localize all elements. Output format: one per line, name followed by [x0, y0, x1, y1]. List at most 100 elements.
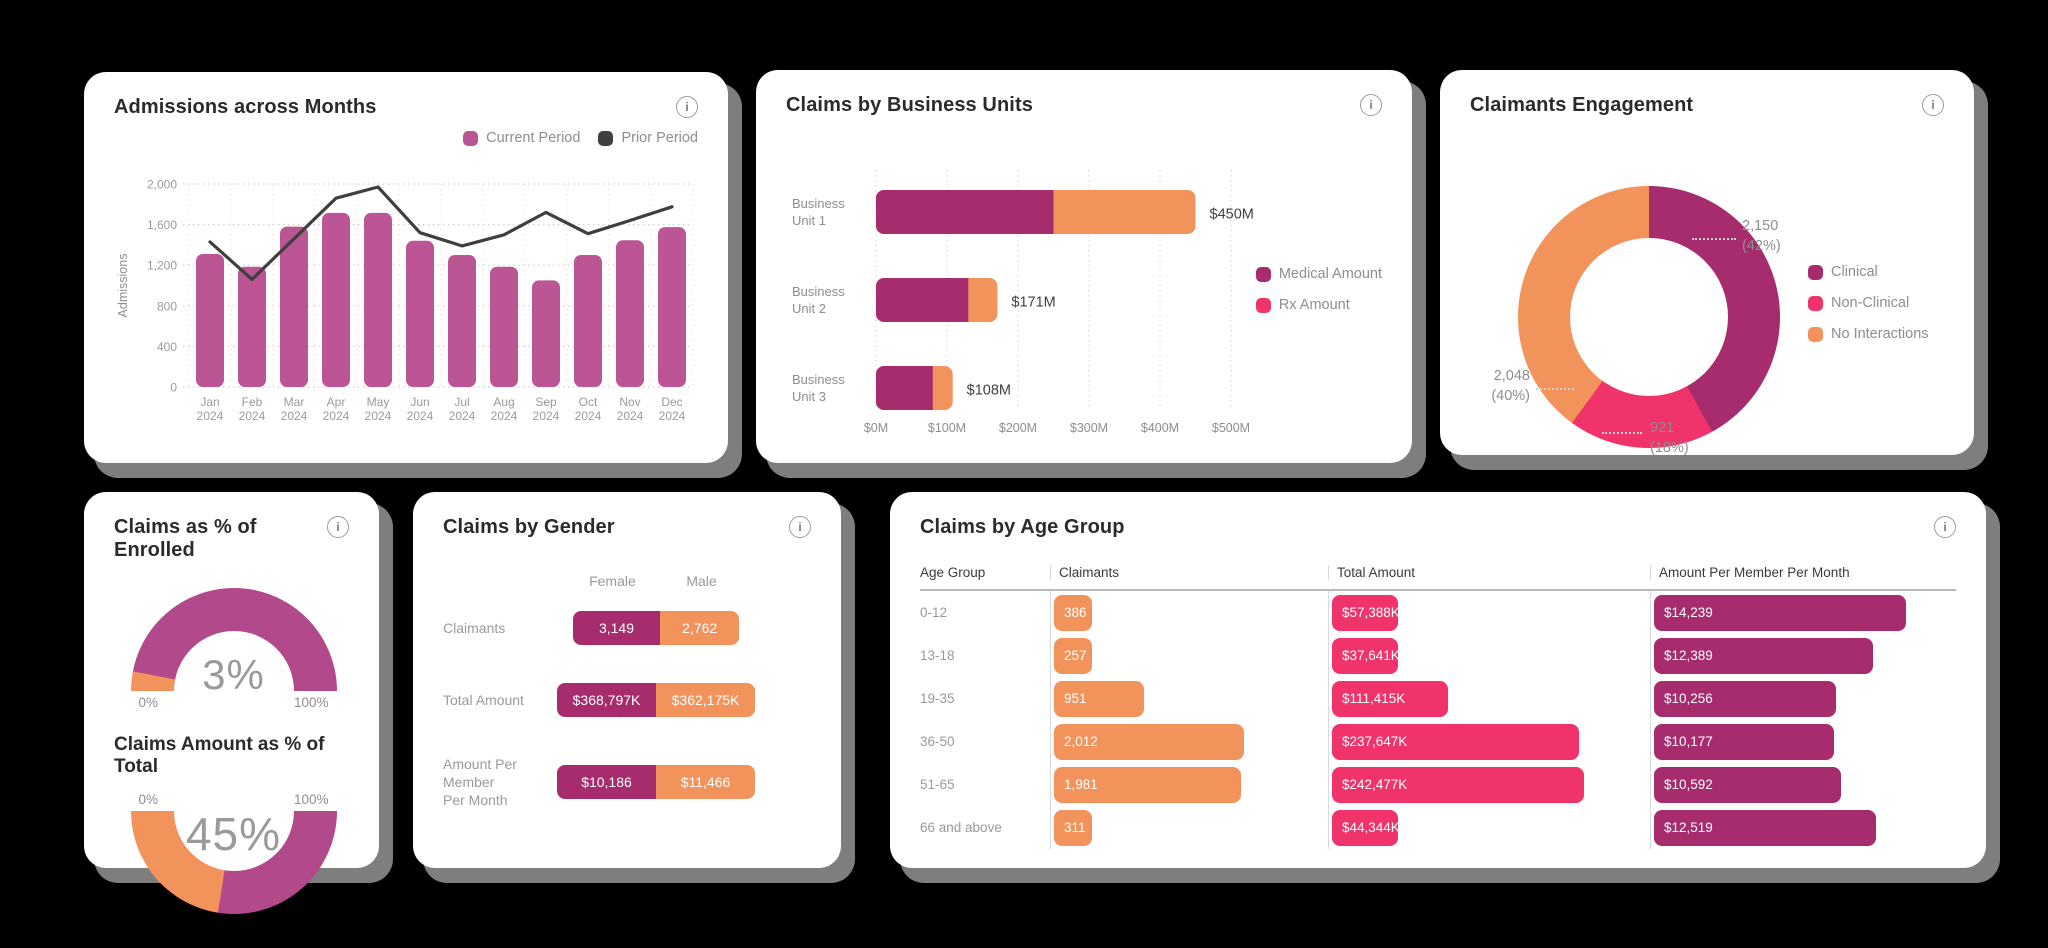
card-admissions-across-months: Admissions across Months i Current Perio…: [84, 72, 728, 463]
bar-cell: $237,647K: [1328, 720, 1650, 763]
bar-total-amount[interactable]: $237,647K: [1332, 723, 1579, 760]
axis-tick-label: $100M: [928, 421, 966, 435]
info-icon[interactable]: i: [676, 96, 698, 118]
bar-amount-per-member[interactable]: $10,177: [1654, 723, 1834, 760]
callout-no-interactions: 2,048 (40%): [1446, 366, 1530, 407]
bar-cell: $10,177: [1650, 720, 1956, 763]
segment-male[interactable]: $362,175K: [656, 683, 755, 717]
legend-item-non-clinical[interactable]: Non-Clinical: [1808, 295, 1929, 311]
legend-swatch-icon: [1808, 326, 1823, 342]
gauge-arc-top[interactable]: 3%: [130, 588, 337, 691]
legend-item-clinical[interactable]: Clinical: [1808, 264, 1929, 280]
bar-claimants[interactable]: 1,981: [1054, 766, 1241, 803]
bar-feb-current-period[interactable]: [238, 266, 266, 387]
bar-claimants[interactable]: 311: [1054, 809, 1092, 846]
bar-jul-current-period[interactable]: [448, 255, 476, 387]
bar-jan-current-period[interactable]: [196, 254, 224, 387]
bar-total-amount[interactable]: $37,641K: [1332, 637, 1398, 674]
bar-total-amount[interactable]: $111,415K: [1332, 680, 1448, 717]
stacked-bar: $368,797K $362,175K: [557, 683, 755, 717]
bar-total-amount[interactable]: $242,477K: [1332, 766, 1584, 803]
gauge-arc-bottom[interactable]: 45%: [130, 811, 337, 914]
card-header: Claims by Business Units i: [786, 94, 1382, 117]
x-axis-tick-dec: Dec 2024: [659, 395, 686, 423]
age-label: 66 and above: [920, 820, 1002, 835]
card-claimants-engagement: Claimants Engagement i 2,150 (42%) 2,048…: [1440, 70, 1974, 456]
section-title-claims-amount-pct: Claims Amount as % of Total: [114, 734, 325, 777]
legend-label: Current Period: [486, 130, 581, 146]
bar-cell: $14,239: [1650, 591, 1956, 634]
card-title: Claims by Gender: [443, 516, 615, 538]
bar-dec-current-period[interactable]: [658, 227, 686, 387]
bar-amount-per-member[interactable]: $12,389: [1654, 637, 1873, 674]
bar-amount-per-member[interactable]: $10,256: [1654, 680, 1836, 717]
segment-female[interactable]: 3,149: [572, 611, 661, 645]
bar-aug-current-period[interactable]: [490, 266, 518, 387]
column-header-male: Male: [686, 573, 717, 589]
x-axis-tick-oct: Oct 2024: [575, 395, 602, 423]
callout-leader-non-clinical: [1602, 432, 1642, 434]
donut-hole: [1570, 238, 1728, 396]
x-axis-tick-aug: Aug 2024: [491, 395, 518, 423]
bar-amount-per-member[interactable]: $10,592: [1654, 766, 1841, 803]
bar-sep-current-period[interactable]: [532, 280, 560, 387]
bar-jun-current-period[interactable]: [406, 240, 434, 387]
bar-total-amount[interactable]: $44,344K: [1332, 809, 1398, 846]
bar-oct-current-period[interactable]: [574, 255, 602, 387]
category-label: Business: [792, 372, 845, 387]
age-table-header: Age Group Claimants Total Amount Amount Per…: [920, 565, 1956, 591]
bar-claimants[interactable]: 386: [1054, 594, 1092, 631]
info-icon[interactable]: i: [789, 516, 811, 538]
legend-item-rx-amount[interactable]: Rx Amount: [1255, 297, 1382, 313]
card-claims-by-business-units: Claims by Business Units i $0M $100M $200M…: [756, 70, 1412, 463]
bar-amount-per-member[interactable]: $14,239: [1654, 594, 1906, 631]
bar-cell: $242,477K: [1328, 763, 1650, 806]
category-label: Unit 3: [792, 389, 826, 404]
bar-claimants[interactable]: 951: [1054, 680, 1144, 717]
gauge-ring: [130, 811, 337, 914]
info-icon[interactable]: i: [327, 516, 349, 538]
info-icon[interactable]: i: [1360, 94, 1382, 116]
gauge-min-label: 0%: [138, 695, 159, 710]
bar-amount-per-member[interactable]: $12,519: [1654, 809, 1876, 846]
bar-medical-3[interactable]: [876, 366, 933, 410]
bar-apr-current-period[interactable]: [322, 212, 350, 387]
age-table-body: 0-12 386 $57,388K $14,239 13-18 257 $37,641K $1…: [920, 591, 1956, 849]
card-header: Claimants Engagement i: [1470, 94, 1944, 117]
bar-cell: $12,519: [1650, 806, 1956, 849]
legend-item-no-interactions[interactable]: No Interactions: [1808, 326, 1929, 342]
engagement-donut-chart[interactable]: [1518, 186, 1780, 448]
bar-value-label: $171M: [1011, 295, 1055, 311]
bar-medical-2[interactable]: [876, 278, 969, 322]
segment-female[interactable]: $10,186: [557, 765, 656, 800]
bar-total-amount[interactable]: $57,388K: [1332, 594, 1398, 631]
axis-tick-label: $200M: [999, 421, 1037, 435]
bar-claimants[interactable]: 2,012: [1054, 723, 1244, 760]
legend-item-prior-period[interactable]: Prior Period: [598, 130, 698, 146]
bar-medical-1[interactable]: [876, 190, 1054, 234]
age-label: 13-18: [920, 648, 955, 663]
card-header: Claims as % of Enrolled i: [114, 516, 349, 562]
bar-mar-current-period[interactable]: [280, 226, 308, 387]
axis-tick-label: 1,200: [147, 259, 177, 273]
column-header-claimants: Claimants: [1050, 565, 1328, 580]
segment-male[interactable]: 2,762: [660, 611, 740, 645]
prior-period-line[interactable]: [208, 185, 674, 281]
info-icon[interactable]: i: [1922, 94, 1944, 116]
x-axis-tick-jun: Jun 2024: [407, 395, 434, 423]
legend-item-current-period[interactable]: Current Period: [463, 130, 580, 146]
bar-claimants[interactable]: 257: [1054, 637, 1092, 674]
card-claims-by-gender: Claims by Gender i Female Male Claimants 3…: [413, 492, 841, 868]
segment-female[interactable]: $368,797K: [557, 683, 656, 717]
legend-item-medical-amount[interactable]: Medical Amount: [1255, 266, 1382, 282]
axis-tick-label: 1,600: [147, 218, 177, 232]
callout-value: 921: [1650, 420, 1675, 436]
stacked-bar: 3,149 2,762: [572, 611, 740, 645]
bar-value-label: $108M: [967, 383, 1011, 399]
segment-male[interactable]: $11,466: [656, 765, 755, 800]
age-group-table: Age Group Claimants Total Amount Amount Per…: [920, 565, 1956, 849]
bar-may-current-period[interactable]: [364, 212, 392, 387]
info-icon[interactable]: i: [1934, 516, 1956, 538]
x-axis-tick-jan: Jan 2024: [197, 395, 224, 423]
bar-nov-current-period[interactable]: [616, 240, 644, 387]
